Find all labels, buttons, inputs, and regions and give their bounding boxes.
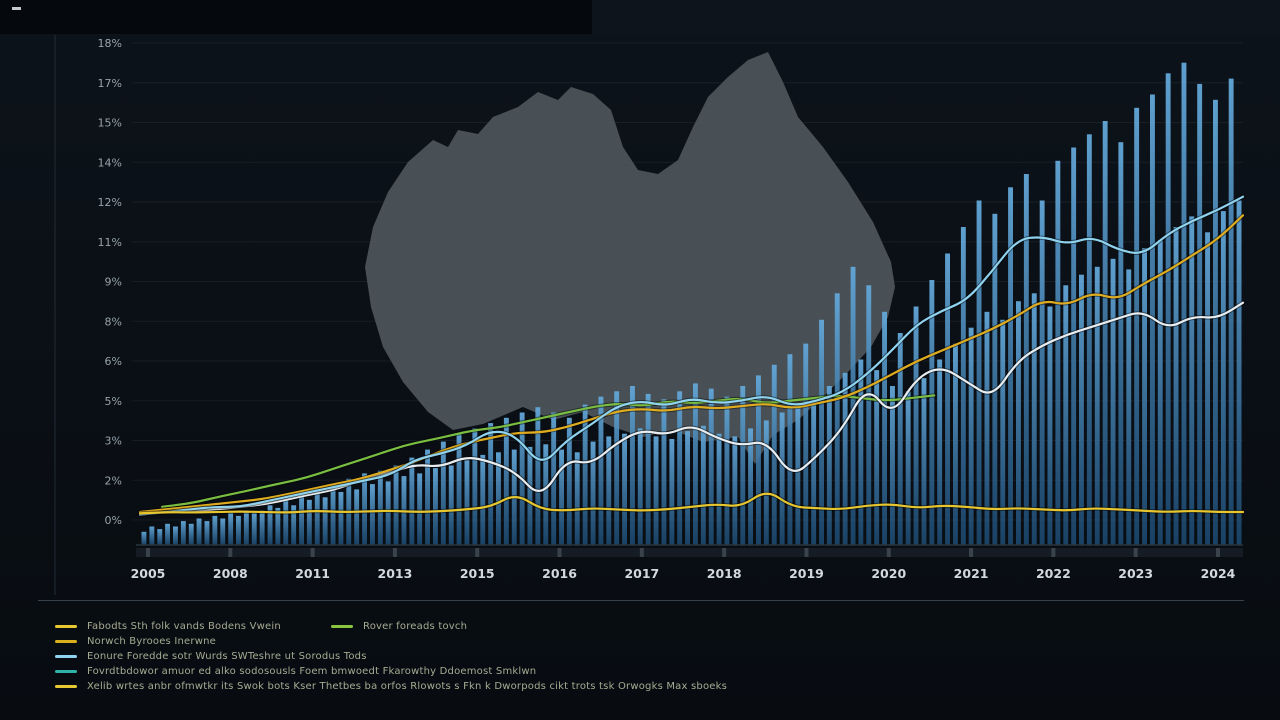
x-tick-mark (1051, 548, 1056, 557)
x-tick-label: 2022 (1036, 566, 1071, 581)
australia-map-silhouette (365, 52, 895, 464)
y-tick-label: 12% (98, 196, 122, 209)
y-tick-label: 17% (98, 77, 122, 90)
x-tick-label: 2018 (707, 566, 742, 581)
legend-item: Eonure Foredde sotr Wurds SWTeshre ut So… (55, 651, 367, 662)
green-line (161, 394, 936, 508)
top-margin-right (592, 0, 1280, 34)
legend-color-dash (331, 625, 353, 628)
flat-yellow-line (138, 492, 1245, 515)
y-tick-label: 2% (105, 474, 122, 487)
y-tick-label: 3% (105, 435, 122, 448)
x-tick-label: 2020 (871, 566, 906, 581)
legend-item: Fabodts Sth folk vands Bodens Vwein (55, 621, 295, 632)
gold-line (138, 214, 1245, 514)
legend-row: Xelib wrtes anbr ofmwtkr its Swok bots K… (55, 681, 1252, 692)
legend-label: Eonure Foredde sotr Wurds SWTeshre ut So… (87, 651, 367, 662)
axis-strip (136, 548, 1243, 557)
x-tick-label: 2019 (789, 566, 824, 581)
legend-row: Fovrdtbdowor amuor ed alko sodosousls Fo… (55, 666, 1252, 677)
legend-color-dash (55, 670, 77, 673)
legend-color-dash (55, 685, 77, 688)
y-tick-label: 9% (105, 276, 122, 289)
legend-row: Norwch Byrooes Inerwne (55, 636, 1252, 647)
legend-item: Norwch Byrooes Inerwne (55, 636, 216, 647)
x-tick-mark (886, 548, 891, 557)
light-blue-line (138, 195, 1245, 516)
legend-item: Fovrdtbdowor amuor ed alko sodosousls Fo… (55, 666, 536, 677)
legend-label: Xelib wrtes anbr ofmwtkr its Swok bots K… (87, 681, 728, 692)
legend-color-dash (55, 625, 77, 628)
legend-label: Fovrdtbdowor amuor ed alko sodosousls Fo… (87, 666, 537, 677)
y-tick-label: 6% (105, 355, 122, 368)
x-tick-label: 2017 (624, 566, 659, 581)
top-margin-left (0, 0, 592, 34)
legend-color-dash (55, 655, 77, 658)
x-tick-mark (475, 548, 480, 557)
y-tick-label: 14% (98, 156, 122, 169)
x-tick-label: 2015 (460, 566, 495, 581)
y-tick-label: 11% (98, 236, 122, 249)
x-tick-mark (146, 548, 150, 557)
x-tick-mark (1216, 548, 1220, 557)
x-tick-mark (722, 548, 727, 557)
legend-color-dash (55, 640, 77, 643)
white-line (138, 301, 1245, 516)
x-tick-label: 2013 (378, 566, 413, 581)
x-tick-mark (228, 548, 233, 557)
corner-artifact (12, 7, 21, 10)
x-tick-mark (392, 548, 397, 557)
x-tick-label: 2016 (542, 566, 577, 581)
y-tick-label: 15% (98, 117, 122, 130)
y-tick-label: 0% (105, 514, 122, 527)
x-tick-mark (310, 548, 315, 557)
legend-label: Rover foreads tovch (363, 621, 468, 632)
x-tick-mark (1133, 548, 1138, 557)
x-tick-label: 2005 (131, 566, 166, 581)
x-tick-label: 2024 (1201, 566, 1236, 581)
x-tick-label: 2021 (954, 566, 989, 581)
y-tick-label: 18% (98, 37, 122, 50)
legend-label: Fabodts Sth folk vands Bodens Vwein (87, 621, 281, 632)
legend-divider (38, 600, 1244, 601)
legend-item: Xelib wrtes anbr ofmwtkr its Swok bots K… (55, 681, 727, 692)
x-tick-mark (804, 548, 809, 557)
y-tick-label: 8% (105, 315, 122, 328)
x-tick-mark (639, 548, 644, 557)
x-tick-label: 2008 (213, 566, 248, 581)
y-tick-label: 5% (105, 395, 122, 408)
x-tick-mark (969, 548, 974, 557)
x-tick-mark (557, 548, 562, 557)
legend-row: Fabodts Sth folk vands Bodens Vwein Rover… (55, 621, 1252, 632)
x-tick-label: 2011 (295, 566, 330, 581)
x-tick-label: 2023 (1118, 566, 1153, 581)
legend: Fabodts Sth folk vands Bodens Vwein Rover… (55, 621, 1252, 692)
legend-row: Eonure Foredde sotr Wurds SWTeshre ut So… (55, 651, 1252, 662)
legend-label: Norwch Byrooes Inerwne (87, 636, 216, 647)
legend-item: Rover foreads tovch (331, 621, 467, 632)
